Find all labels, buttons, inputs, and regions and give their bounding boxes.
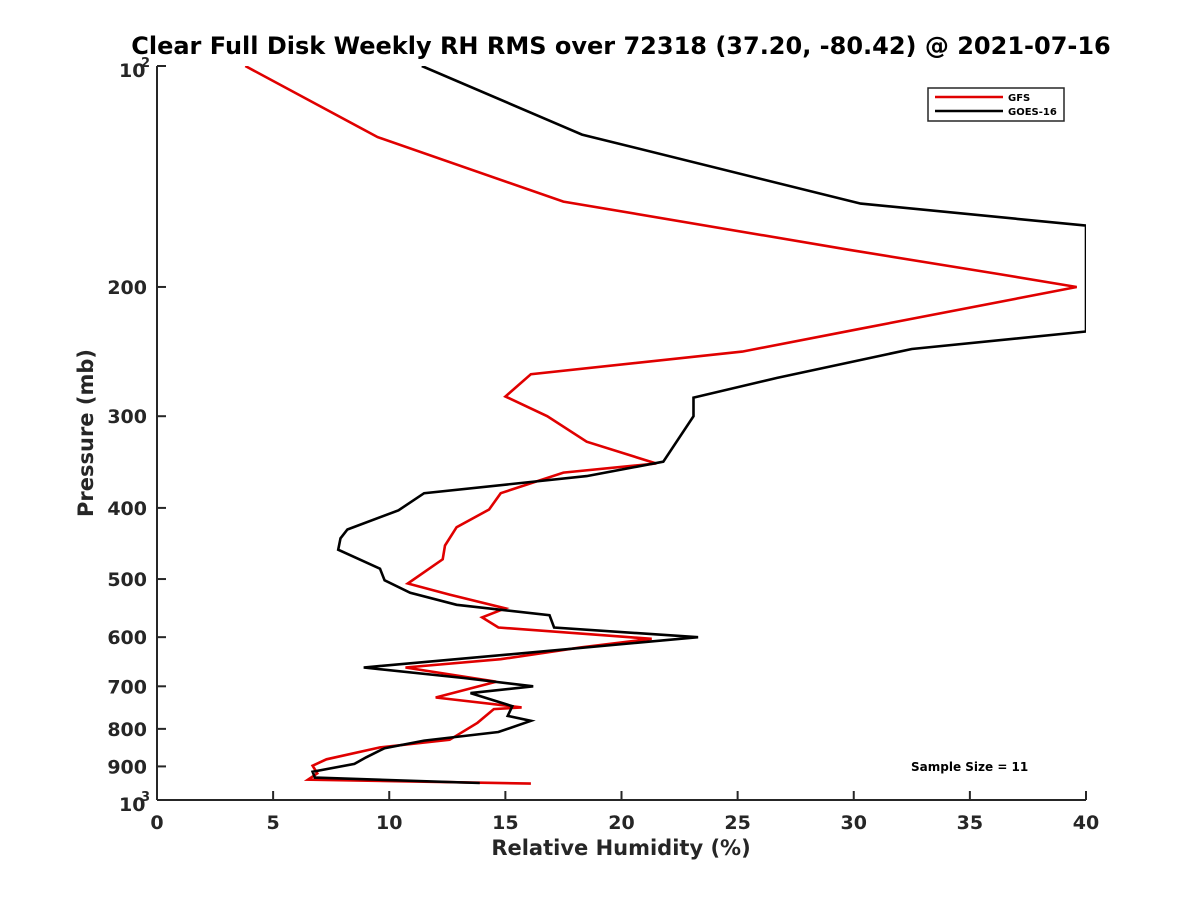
y-tick-label: 900 [107,756,147,778]
legend-box [927,87,1065,122]
series-layer [244,66,1086,785]
y-tick-exponent: 3 [141,790,150,805]
x-tick-label: 10 [376,812,402,834]
x-axis-ticks: 0 5 10 15 20 25 30 35 40 [150,791,1099,834]
y-tick-label: 600 [107,627,147,649]
series-line-gfs [244,66,1077,785]
y-tick-label: 800 [107,719,147,741]
y-tick-label: 500 [107,569,147,591]
y-tick-label: 10 [119,794,145,816]
x-tick-label: 15 [492,812,518,834]
legend-label-goes16: GOES-16 [1008,107,1057,118]
x-tick-label: 20 [608,812,634,834]
x-tick-label: 35 [957,812,983,834]
y-tick-label: 700 [107,676,147,698]
y-tick-label: 200 [107,277,147,299]
y-tick-label: 300 [107,406,147,428]
sample-size-annotation: Sample Size = 11 [911,760,1028,774]
y-tick-label: 400 [107,498,147,520]
x-tick-label: 0 [150,812,163,834]
legend-label-gfs: GFS [1008,93,1030,104]
x-axis-label: Relative Humidity (%) [491,836,750,860]
x-tick-label: 25 [724,812,750,834]
x-tick-label: 30 [841,812,867,834]
chart-title: Clear Full Disk Weekly RH RMS over 72318… [131,32,1111,60]
legend: GFS GOES-16 [927,87,1065,122]
x-tick-label: 40 [1073,812,1099,834]
x-tick-label: 5 [267,812,280,834]
y-tick-exponent: 2 [141,56,150,71]
y-axis-label: Pressure (mb) [74,349,98,517]
y-tick-label: 10 [119,60,145,82]
series-line-goes16 [310,66,1086,785]
